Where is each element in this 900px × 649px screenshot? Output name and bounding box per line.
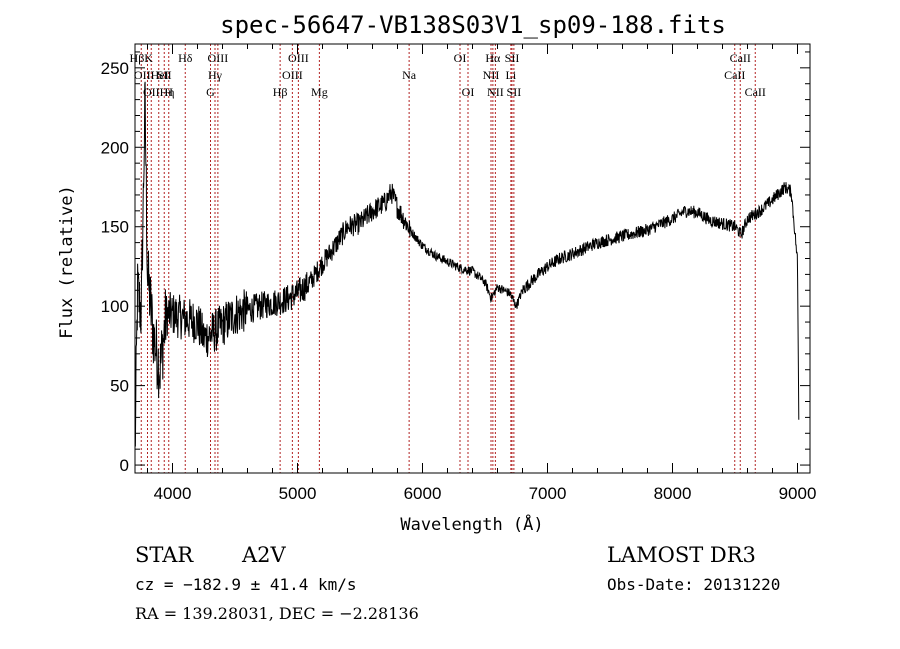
- y-tick-label: 200: [101, 138, 129, 157]
- spectral-line-label: SII: [157, 68, 172, 82]
- spectral-line-label: CaII: [724, 68, 745, 82]
- chart-title: spec-56647-VB138S03V1_sp09-188.fits: [220, 11, 726, 39]
- spectral-line-label: Hα: [485, 51, 501, 65]
- x-axis-ticks: 4000 5000 6000 7000 8000 9000: [147, 44, 817, 503]
- y-axis-label: Flux (relative): [57, 185, 77, 339]
- spectral-line-label: NII: [487, 85, 504, 99]
- survey-name: LAMOST DR3: [607, 543, 756, 567]
- y-tick-label: 250: [101, 59, 129, 78]
- spectral-subclass: A2V: [241, 543, 287, 567]
- x-tick-label: 8000: [654, 484, 692, 503]
- spectral-line-label: NII: [483, 68, 500, 82]
- x-axis-label: Wavelength (Å): [400, 513, 543, 535]
- spectral-line-label: Mg: [311, 85, 328, 99]
- object-type: STAR: [135, 543, 194, 567]
- y-tick-label: 100: [101, 297, 129, 316]
- y-tick-label: 0: [120, 456, 129, 475]
- spectrum-series: [134, 81, 800, 447]
- x-tick-label: 6000: [404, 484, 442, 503]
- y-axis-ticks: 0 50 100 150 200 250: [101, 51, 810, 475]
- spectral-line-label: Hγ: [208, 68, 223, 82]
- spectral-line-markers: [140, 44, 756, 473]
- spectral-line-label: Li: [506, 68, 517, 82]
- x-tick-label: 4000: [154, 484, 192, 503]
- spectral-line-label: Hβ: [273, 85, 288, 99]
- spectral-line-label: SII: [505, 51, 520, 65]
- spectral-line-label: HβK: [130, 51, 154, 65]
- spectral-line-label: Na: [402, 68, 417, 82]
- spectral-line-label: OIII: [282, 68, 303, 82]
- spectral-line-label: OIIHeI: [134, 68, 169, 82]
- spectral-line-labels: HβK OIIHeI OIIHη SII H Hδ Hγ G OIII Hβ OIII OIII Mg N…: [130, 51, 766, 99]
- spectral-line-label: OIIHη: [143, 85, 175, 99]
- spectral-line-label: H: [164, 85, 173, 99]
- x-tick-label: 5000: [279, 484, 317, 503]
- x-tick-label: 9000: [779, 484, 817, 503]
- coordinates: RA = 139.28031, DEC = −2.28136: [135, 604, 419, 623]
- spectral-line-label: OI: [462, 85, 475, 99]
- spectral-line-label: CaII: [745, 85, 766, 99]
- spectral-line-label: OIII: [208, 51, 229, 65]
- observation-date: Obs-Date: 20131220: [607, 575, 780, 594]
- y-tick-label: 50: [110, 377, 129, 396]
- spectral-line-label: OI: [454, 51, 467, 65]
- redshift-velocity: cz = −182.9 ± 41.4 km/s: [135, 575, 357, 594]
- y-tick-label: 150: [101, 218, 129, 237]
- spectral-line-label: SII: [507, 85, 522, 99]
- spectral-line-label: G: [206, 85, 215, 99]
- x-tick-label: 7000: [529, 484, 567, 503]
- spectral-line-label: OIII: [288, 51, 309, 65]
- plot-frame: [134, 43, 811, 474]
- spectral-line-label: CaII: [730, 51, 751, 65]
- spectral-line-label: Hδ: [178, 51, 193, 65]
